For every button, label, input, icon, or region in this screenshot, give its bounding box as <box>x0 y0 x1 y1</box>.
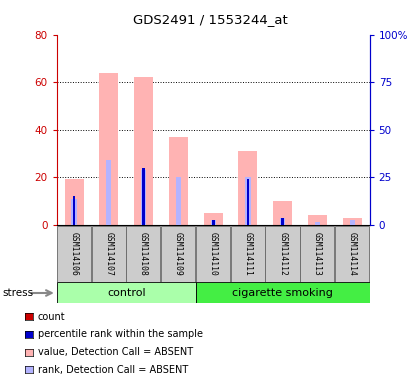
Text: GSM114108: GSM114108 <box>139 232 148 276</box>
Bar <box>308 215 327 225</box>
Bar <box>99 73 118 225</box>
Bar <box>204 213 223 225</box>
Bar <box>57 282 196 303</box>
Bar <box>335 226 369 282</box>
Bar <box>161 226 195 282</box>
Text: stress: stress <box>2 288 33 298</box>
Text: GSM114106: GSM114106 <box>70 232 79 276</box>
Text: rank, Detection Call = ABSENT: rank, Detection Call = ABSENT <box>38 365 188 375</box>
Text: GSM114109: GSM114109 <box>174 232 183 276</box>
Text: GSM114111: GSM114111 <box>244 232 252 276</box>
Bar <box>245 177 250 225</box>
Text: GSM114113: GSM114113 <box>313 232 322 276</box>
Bar <box>134 77 153 225</box>
Text: count: count <box>38 312 66 322</box>
Bar <box>176 177 181 225</box>
Text: GSM114112: GSM114112 <box>278 232 287 276</box>
Bar <box>280 217 285 225</box>
Text: GSM114110: GSM114110 <box>209 232 218 276</box>
Text: percentile rank within the sample: percentile rank within the sample <box>38 329 203 339</box>
Bar <box>343 217 362 225</box>
Bar <box>126 226 160 282</box>
Bar <box>273 201 292 225</box>
Bar <box>92 226 126 282</box>
Bar <box>71 199 77 225</box>
Bar <box>141 170 146 225</box>
Text: GSM114107: GSM114107 <box>104 232 113 276</box>
Bar <box>300 226 334 282</box>
Bar <box>196 282 387 303</box>
Bar <box>231 226 265 282</box>
Bar <box>106 161 111 225</box>
Text: control: control <box>107 288 146 298</box>
Text: GDS2491 / 1553244_at: GDS2491 / 1553244_at <box>133 13 287 26</box>
Bar <box>315 222 320 225</box>
Bar <box>349 220 355 225</box>
Bar <box>169 137 188 225</box>
Bar <box>212 220 215 225</box>
Bar <box>281 217 284 225</box>
Text: value, Detection Call = ABSENT: value, Detection Call = ABSENT <box>38 347 193 357</box>
Text: GSM114114: GSM114114 <box>348 232 357 276</box>
Bar <box>65 179 84 225</box>
Bar <box>265 226 299 282</box>
Text: cigarette smoking: cigarette smoking <box>232 288 333 298</box>
Bar <box>210 220 216 225</box>
Bar <box>239 151 257 225</box>
Bar <box>57 226 91 282</box>
Bar <box>142 168 145 225</box>
Bar <box>196 226 230 282</box>
Bar <box>247 179 249 225</box>
Bar <box>73 196 76 225</box>
